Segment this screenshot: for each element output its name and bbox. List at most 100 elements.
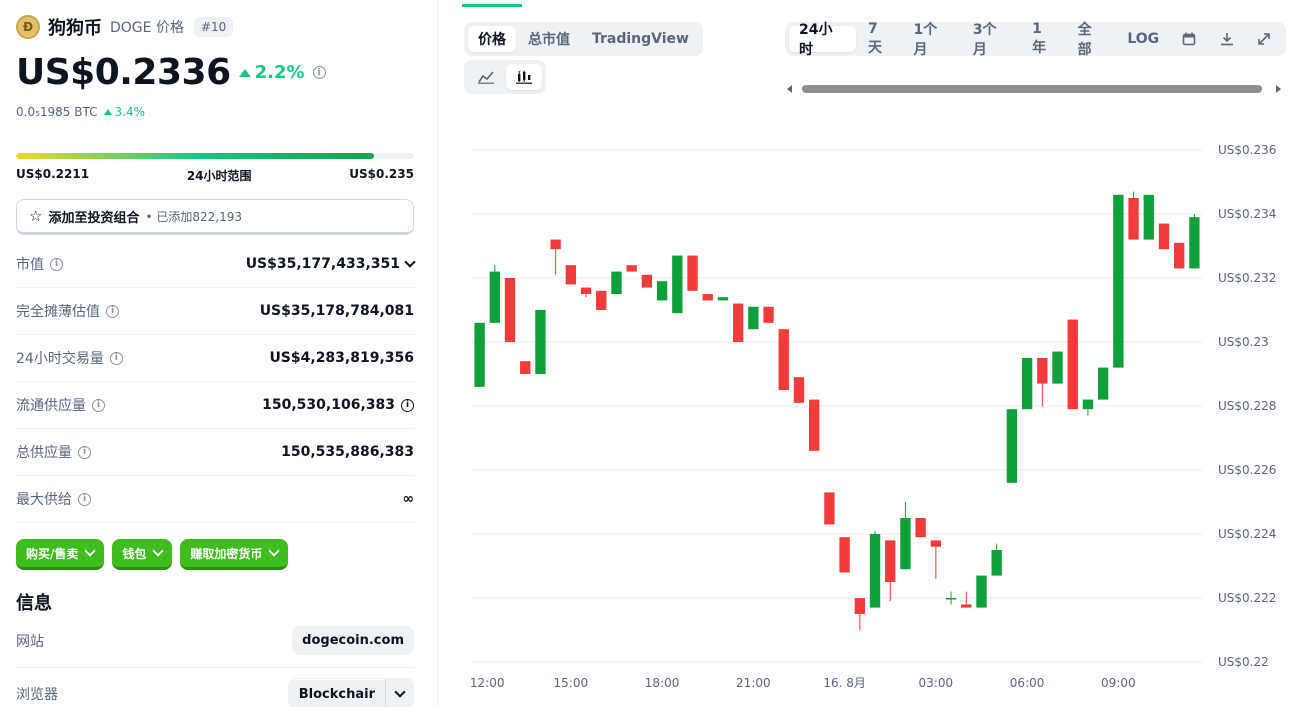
- info-icon[interactable]: i: [50, 257, 63, 271]
- candle-bear: [778, 329, 789, 390]
- stat-label: 24小时交易量: [16, 351, 104, 367]
- range-label: 24小时范围: [186, 169, 252, 183]
- stat-volume: 24小时交易量 i US$4,283,819,356: [16, 335, 414, 382]
- stat-label: 市值: [16, 257, 44, 273]
- stat-value: 150,530,106,383: [262, 397, 395, 413]
- coin-name: 狗狗币: [48, 18, 102, 39]
- candle-bear: [1158, 223, 1170, 250]
- candlestick-chart[interactable]: US$0.236 US$0.234 US$0.232 US$0.23 US$0.228 U…: [462, 130, 1292, 700]
- portfolio-added-count: • 已添加822,193: [145, 209, 242, 224]
- y-axis-label: US$0.224: [1218, 527, 1276, 541]
- candle-bull: [1082, 399, 1094, 410]
- website-link[interactable]: dogecoin.com: [292, 626, 414, 655]
- candle-chart-button[interactable]: [506, 64, 542, 90]
- range-all[interactable]: 全部: [1077, 22, 1092, 58]
- star-icon: ☆: [29, 207, 43, 225]
- range-log[interactable]: LOG: [1127, 31, 1160, 47]
- candle-bull: [672, 255, 683, 314]
- candle-bull: [1189, 217, 1200, 269]
- scroll-left-arrow-icon[interactable]: [787, 85, 792, 93]
- stat-label: 流通供应量: [16, 398, 86, 414]
- add-to-portfolio-button[interactable]: ☆ 添加至投资组合 • 已添加822,193: [16, 199, 414, 235]
- candle-bear: [550, 239, 561, 250]
- coin-symbol: DOGE 价格: [110, 20, 184, 36]
- doge-logo-icon: Ð: [16, 15, 40, 39]
- up-arrow-icon: [238, 68, 251, 77]
- candle-bull: [535, 310, 546, 374]
- candle-bull: [1052, 351, 1063, 384]
- candle-bear: [961, 604, 972, 608]
- explorer-row: 浏览器 Blockchair: [16, 678, 414, 707]
- info-icon[interactable]: i: [109, 351, 123, 365]
- chevron-down-icon: [393, 686, 406, 698]
- candle-bear: [732, 303, 744, 342]
- info-icon[interactable]: i: [78, 492, 91, 506]
- stat-label: 总供应量: [16, 445, 72, 461]
- candle-bear: [1128, 198, 1139, 240]
- explorer-dropdown[interactable]: Blockchair: [287, 678, 414, 707]
- range-24h[interactable]: 24小时: [789, 22, 856, 58]
- price-row: US$0.2336 2.2% i: [16, 52, 326, 93]
- scrollbar-thumb[interactable]: [802, 85, 1262, 93]
- buy-sell-button[interactable]: 购买/售卖: [16, 539, 105, 570]
- range-7d[interactable]: 7天: [867, 21, 882, 56]
- y-axis-label: US$0.234: [1218, 207, 1276, 221]
- candle-bear: [854, 598, 865, 614]
- candle-bull: [1113, 194, 1124, 368]
- y-axis-label: US$0.22: [1218, 655, 1269, 669]
- candle-bear: [520, 361, 531, 374]
- active-section-indicator: [462, 4, 522, 7]
- explorer-label: 浏览器: [16, 687, 58, 703]
- info-icon[interactable]: i: [78, 445, 91, 459]
- candle-bear: [596, 290, 607, 310]
- download-icon: [1220, 33, 1233, 46]
- tab-market-cap[interactable]: 总市值: [528, 32, 570, 48]
- wallet-label: 钱包: [122, 546, 147, 561]
- coin-header: Ð 狗狗币 DOGE 价格 #10: [16, 14, 234, 40]
- price-value: US$0.2336: [16, 52, 231, 93]
- stat-label: 最大供给: [16, 492, 72, 508]
- candle-bull: [1021, 358, 1033, 410]
- info-icon[interactable]: i: [401, 398, 414, 412]
- candle-bear: [809, 399, 820, 451]
- x-axis-label: 12:00: [470, 676, 505, 690]
- stat-value: ∞: [402, 491, 414, 507]
- chevron-down-icon: [152, 545, 165, 557]
- info-icon[interactable]: i: [92, 398, 105, 412]
- stat-value: US$4,283,819,356: [269, 350, 414, 366]
- x-axis-label: 03:00: [919, 676, 954, 690]
- download-button[interactable]: [1209, 26, 1245, 52]
- tab-price[interactable]: 价格: [468, 26, 516, 52]
- time-range-selector: 24小时 7天 1个月 3个月 1年 全部 LOG: [785, 21, 1286, 58]
- range-1y[interactable]: 1年: [1032, 21, 1047, 56]
- range-1m[interactable]: 1个月: [913, 22, 938, 58]
- range-3m[interactable]: 3个月: [972, 22, 997, 58]
- range-bar: [16, 153, 414, 159]
- website-label: 网站: [16, 633, 44, 650]
- portfolio-label: 添加至投资组合: [48, 210, 140, 226]
- chart-style-toggle: [464, 60, 546, 94]
- scroll-right-arrow-icon[interactable]: [1276, 85, 1281, 93]
- chevron-down-icon[interactable]: [404, 256, 416, 268]
- info-icon[interactable]: i: [106, 304, 119, 318]
- candle-bull: [717, 297, 729, 301]
- earn-crypto-button[interactable]: 赚取加密货币: [180, 539, 289, 570]
- explorer-link[interactable]: Blockchair: [288, 679, 385, 707]
- rank-badge: #10: [193, 17, 234, 37]
- chart-scrollbar[interactable]: [787, 82, 1281, 96]
- fullscreen-button[interactable]: [1246, 26, 1282, 52]
- wallet-button[interactable]: 钱包: [112, 539, 173, 570]
- y-axis-label: US$0.226: [1218, 463, 1276, 477]
- candle-bear: [930, 540, 942, 547]
- btc-change: 3.4%: [103, 105, 145, 119]
- calendar-button[interactable]: [1171, 26, 1207, 52]
- line-chart-button[interactable]: [468, 64, 504, 90]
- info-icon[interactable]: i: [312, 66, 326, 79]
- divider: [16, 667, 414, 668]
- website-row: 网站 dogecoin.com: [16, 626, 414, 655]
- explorer-dropdown-toggle[interactable]: [385, 679, 413, 707]
- y-axis-label: US$0.232: [1218, 271, 1276, 285]
- chart-type-tabs: 价格 总市值 TradingView: [464, 22, 703, 56]
- tab-tradingview[interactable]: TradingView: [592, 31, 689, 47]
- x-axis-label: 16. 8月: [823, 676, 866, 690]
